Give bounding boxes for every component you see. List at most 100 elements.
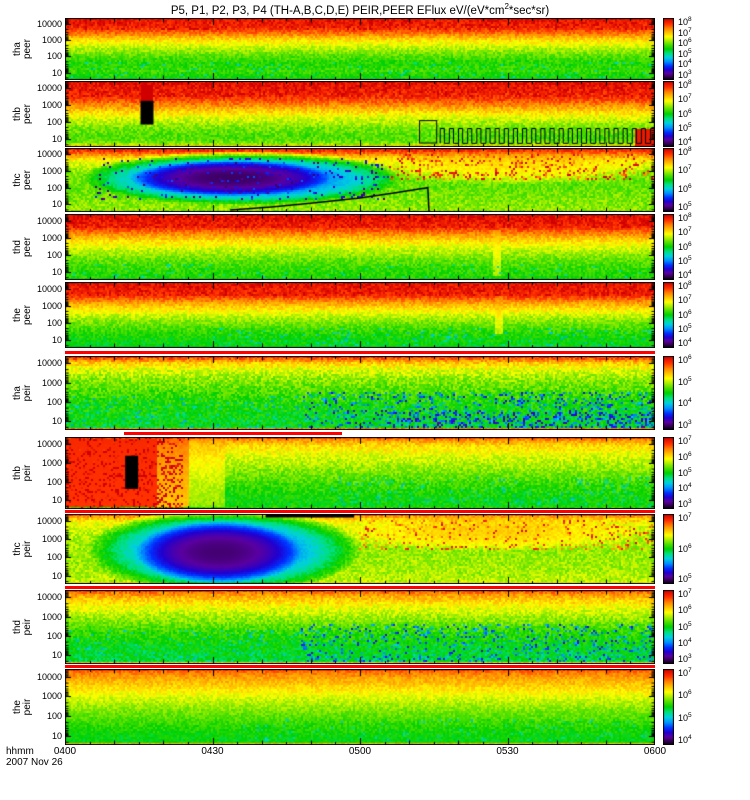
panel-label-tha-peer: tha peer bbox=[12, 38, 33, 60]
colorbar-thb-peir bbox=[663, 437, 674, 509]
plot-title-superscript: 2 bbox=[504, 2, 509, 11]
colorbar-label: 103 bbox=[678, 653, 692, 664]
colorbar-label: 105 bbox=[678, 466, 692, 478]
y-tick-label: 100 bbox=[46, 711, 62, 722]
colorbar-label: 106 bbox=[678, 308, 692, 320]
panel-tha-peer-spectrogram bbox=[65, 18, 655, 80]
y-tick-label: 100 bbox=[46, 317, 62, 328]
colorbar-label: 103 bbox=[678, 419, 692, 430]
colorbar-label: 103 bbox=[678, 498, 692, 509]
colorbar-label: 107 bbox=[678, 26, 692, 38]
y-tick-label: 10 bbox=[51, 730, 62, 741]
y-tick-label: 10 bbox=[51, 650, 62, 661]
colorbar-tha-peir bbox=[663, 356, 674, 430]
panel-label-thc-peer: thc peer bbox=[12, 169, 33, 191]
colorbar-label: 108 bbox=[678, 16, 692, 27]
panel-label-thc-peir: thc peir bbox=[12, 540, 33, 558]
colorbar-label: 107 bbox=[678, 435, 692, 446]
y-tick-label: 100 bbox=[46, 249, 62, 260]
colorbar-label: 104 bbox=[678, 337, 692, 348]
y-tick-label: 100 bbox=[46, 116, 62, 127]
y-tick-label: 10000 bbox=[36, 149, 62, 160]
panel-thc-peer-spectrogram bbox=[65, 148, 655, 212]
colorbar-tha-peer bbox=[663, 18, 674, 80]
y-tick-label: 10000 bbox=[36, 19, 62, 30]
colorbar-thb-peer bbox=[663, 81, 674, 147]
colorbar-label: 104 bbox=[678, 397, 692, 409]
panel-label-thd-peer: thd peer bbox=[12, 236, 33, 258]
y-tick-label: 1000 bbox=[41, 534, 62, 545]
colorbar-label: 106 bbox=[678, 37, 692, 49]
colorbar-thc-peir bbox=[663, 514, 674, 584]
x-tick-label: 0400 bbox=[53, 746, 77, 757]
colorbar-label: 106 bbox=[678, 604, 692, 616]
colorbar-label: 106 bbox=[678, 240, 692, 252]
colorbar-label: 106 bbox=[678, 107, 692, 119]
y-tick-label: 10 bbox=[51, 495, 62, 506]
colorbar-label: 107 bbox=[678, 226, 692, 238]
y-tick-label: 10 bbox=[51, 67, 62, 78]
colorbar-label: 105 bbox=[678, 620, 692, 632]
y-tick-label: 10 bbox=[51, 134, 62, 145]
y-tick-label: 100 bbox=[46, 182, 62, 193]
colorbar-label: 106 bbox=[678, 542, 692, 554]
colorbar-label: 105 bbox=[678, 254, 692, 266]
colorbar-label: 104 bbox=[678, 482, 692, 494]
x-tick-label: 0600 bbox=[643, 746, 667, 757]
y-tick-label: 10000 bbox=[36, 215, 62, 226]
panel-label-the-peir: the peir bbox=[12, 698, 33, 716]
panel-label-thb-peir: thb peir bbox=[12, 464, 33, 482]
colorbar-label: 104 bbox=[678, 636, 692, 648]
y-tick-label: 1000 bbox=[41, 232, 62, 243]
x-tick-label: 0500 bbox=[348, 746, 372, 757]
colorbar-label: 107 bbox=[678, 93, 692, 105]
panel-tha-peir-spectrogram bbox=[65, 356, 655, 430]
colorbar-label: 104 bbox=[678, 58, 692, 70]
colorbar-thc-peer bbox=[663, 148, 674, 212]
y-tick-label: 10 bbox=[51, 335, 62, 346]
panel-thc-peir-spectrogram bbox=[65, 514, 655, 584]
colorbar-the-peir bbox=[663, 669, 674, 745]
colorbar-label: 103 bbox=[678, 69, 692, 80]
y-tick-label: 10000 bbox=[36, 82, 62, 93]
y-tick-label: 1000 bbox=[41, 99, 62, 110]
date-label: 2007 Nov 26 bbox=[6, 757, 63, 768]
y-tick-label: 10000 bbox=[36, 283, 62, 294]
panel-thb-peir-spectrogram bbox=[65, 437, 655, 509]
plot-title: P5, P1, P2, P3, P4 (TH-A,B,C,D,E) PEIR,P… bbox=[60, 2, 660, 17]
colorbar-label: 105 bbox=[678, 573, 692, 584]
panel-separator bbox=[65, 510, 655, 513]
panel-separator bbox=[65, 665, 655, 668]
colorbar-label: 108 bbox=[678, 212, 692, 223]
colorbar-label: 106 bbox=[678, 354, 692, 365]
panel-thd-peer-spectrogram bbox=[65, 214, 655, 280]
panel-label-thb-peer: thb peer bbox=[12, 103, 33, 125]
plot-title-text: P5, P1, P2, P3, P4 (TH-A,B,C,D,E) PEIR,P… bbox=[170, 4, 505, 17]
y-tick-label: 10000 bbox=[36, 671, 62, 682]
y-tick-label: 100 bbox=[46, 51, 62, 62]
colorbar-label: 104 bbox=[678, 734, 692, 745]
panel-separator bbox=[65, 350, 655, 354]
colorbar-label: 104 bbox=[678, 269, 692, 280]
colorbar-label: 105 bbox=[678, 711, 692, 723]
y-tick-label: 100 bbox=[46, 396, 62, 407]
y-tick-label: 1000 bbox=[41, 35, 62, 46]
colorbar-thd-peer bbox=[663, 214, 674, 280]
panel-separator bbox=[65, 585, 655, 589]
y-tick-label: 1000 bbox=[41, 166, 62, 177]
y-tick-label: 10 bbox=[51, 267, 62, 278]
colorbar-label: 105 bbox=[678, 201, 692, 212]
panel-label-thd-peir: thd peir bbox=[12, 618, 33, 636]
y-tick-label: 100 bbox=[46, 476, 62, 487]
colorbar-label: 106 bbox=[678, 182, 692, 194]
colorbar-thd-peir bbox=[663, 590, 674, 664]
colorbar-label: 107 bbox=[678, 294, 692, 306]
y-tick-label: 10000 bbox=[36, 592, 62, 603]
x-tick-label: 0530 bbox=[496, 746, 519, 757]
colorbar-label: 107 bbox=[678, 588, 692, 599]
colorbar-label: 108 bbox=[678, 79, 692, 90]
y-tick-label: 1000 bbox=[41, 691, 62, 702]
colorbar-the-peer bbox=[663, 282, 674, 348]
colorbar-label: 106 bbox=[678, 689, 692, 701]
panel-thd-peir-spectrogram bbox=[65, 590, 655, 664]
